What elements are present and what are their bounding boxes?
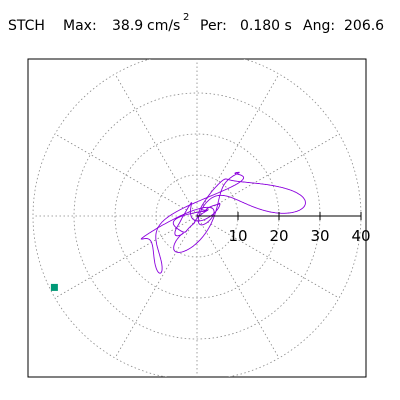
grid-spoke (54, 133, 198, 217)
period-label: Per: (200, 18, 227, 34)
grid-spoke (114, 73, 198, 217)
angle-label: Ang: (303, 18, 336, 34)
grid-spoke (114, 215, 198, 359)
grid-spoke (196, 215, 280, 359)
orbit-path (140, 171, 306, 274)
axis-tick-label: 20 (269, 227, 288, 245)
header-bar: STCH Max: 38.9 cm/s 2 Per: 0.180 s Ang: … (0, 0, 400, 44)
angle-value: 206.6 (344, 18, 385, 34)
axis-tick-label: 30 (310, 227, 329, 245)
grid-spoke (196, 215, 340, 299)
max-unit: cm/s (147, 18, 181, 34)
max-value: 38.9 (112, 18, 144, 34)
max-unit-exponent: 2 (183, 12, 190, 23)
period-value: 0.180 s (240, 18, 292, 34)
station-code: STCH (8, 18, 45, 34)
peak-marker (50, 283, 58, 291)
axis-tick-label: 40 (351, 227, 370, 245)
max-label: Max: (63, 18, 97, 34)
orbit-trace (140, 171, 306, 274)
grid-spoke (196, 133, 340, 217)
axis-tick-label: 10 (228, 227, 247, 245)
grid-spoke (54, 215, 198, 299)
grid-spoke (196, 73, 280, 217)
peak-marker-layer (50, 283, 58, 291)
radial-axis: 10 20 30 40 (197, 212, 371, 245)
